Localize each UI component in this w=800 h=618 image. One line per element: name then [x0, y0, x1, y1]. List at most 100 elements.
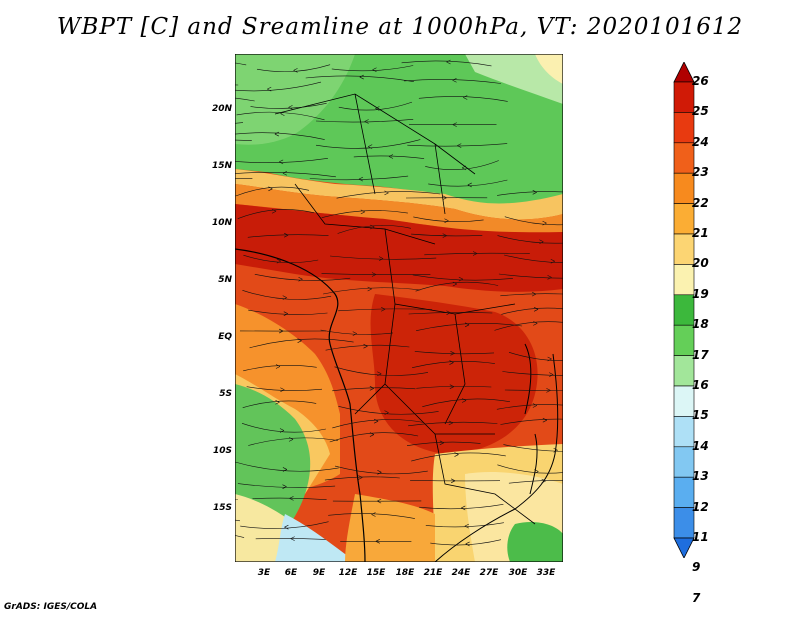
- streamline-arrow: [533, 307, 539, 312]
- lon-label-3e: 3E: [257, 568, 271, 578]
- streamline: [237, 209, 315, 219]
- colorbar-label: 17: [692, 347, 709, 362]
- wbpt-region-orange-south: [345, 494, 435, 562]
- colorbar-bottom-arrow: [673, 537, 695, 558]
- lon-label-24e: 24E: [451, 568, 471, 578]
- streamline-arrow: [288, 437, 294, 442]
- lat-label-5n: 5N: [218, 275, 232, 285]
- streamline-arrow: [289, 496, 294, 501]
- streamline: [242, 400, 317, 408]
- streamline: [338, 406, 439, 415]
- streamline: [502, 371, 563, 376]
- lat-label-10n: 10N: [211, 218, 232, 228]
- streamline-arrow: [369, 386, 374, 391]
- streamline: [416, 323, 523, 331]
- wbpt-region-yellow-sahel: [235, 169, 563, 220]
- streamline: [235, 461, 339, 472]
- colorbar-label: 18: [692, 317, 709, 332]
- streamline: [422, 398, 510, 407]
- streamline-arrow: [370, 224, 375, 230]
- streamline-arrow: [364, 119, 369, 124]
- lon-label-30e: 30E: [508, 568, 528, 578]
- streamline-arrow: [452, 77, 457, 83]
- streamline-arrow: [358, 475, 363, 480]
- colorbar-label: 14: [692, 438, 709, 453]
- lat-label-10s: 10S: [212, 446, 232, 456]
- streamline: [498, 273, 563, 279]
- streamline: [353, 155, 425, 159]
- streamline-arrow: [369, 432, 375, 437]
- streamline: [240, 521, 329, 529]
- streamline-arrow: [284, 524, 289, 530]
- streamline: [249, 338, 354, 349]
- streamline-arrow: [268, 186, 273, 192]
- streamline-arrow: [553, 447, 558, 453]
- coastline-west: [235, 248, 366, 562]
- colorbar-segment: [673, 142, 695, 174]
- streamline-arrow: [454, 452, 459, 457]
- streamline-arrow: [377, 371, 382, 377]
- streamline-arrow: [452, 122, 457, 127]
- streamline-arrow: [368, 144, 373, 149]
- streamline: [497, 235, 563, 244]
- lon-label-27e: 27E: [479, 568, 499, 578]
- wbpt-region-lightblue-southwest: [275, 514, 355, 562]
- colorbar: [673, 62, 695, 558]
- streamline-arrow: [282, 484, 287, 489]
- lat-label-5s: 5S: [219, 389, 232, 399]
- streamline-arrow: [378, 256, 384, 261]
- streamline-arrow: [446, 59, 451, 65]
- streamline: [411, 452, 506, 462]
- streamline-arrow: [449, 360, 454, 365]
- streamline: [248, 437, 338, 446]
- streamline: [235, 139, 252, 141]
- streamline-arrow: [461, 165, 467, 171]
- streamline-arrow: [298, 276, 303, 282]
- wbpt-region-green-southeast: [507, 522, 563, 562]
- chart-title: WBPT [C] and Sreamline at 1000hPa, VT: 2…: [56, 14, 744, 40]
- country-borders: [274, 93, 536, 525]
- streamline-arrow: [371, 512, 376, 517]
- lon-label-33e: 33E: [536, 568, 556, 578]
- streamline: [412, 274, 513, 281]
- streamline-arrow: [449, 384, 454, 389]
- streamline: [419, 504, 504, 510]
- streamline: [407, 143, 508, 147]
- colorbar-label: 20: [692, 256, 709, 271]
- streamline-arrow: [546, 388, 551, 393]
- streamline-arrow: [463, 95, 468, 100]
- wbpt-region-yellow-northeast: [535, 54, 563, 84]
- colorbar-label: 11: [692, 530, 709, 544]
- streamline: [241, 423, 326, 433]
- streamline: [237, 483, 336, 488]
- streamline: [496, 404, 563, 410]
- colorbar-label: 23: [692, 165, 709, 180]
- streamline-arrow: [446, 310, 451, 316]
- streamline-arrow: [275, 400, 280, 405]
- streamline-arrow: [461, 505, 466, 511]
- streamline: [337, 225, 411, 234]
- streamline-arrow: [547, 356, 552, 362]
- streamline: [501, 307, 563, 315]
- colorbar-segment: [673, 507, 695, 539]
- streamline: [246, 386, 323, 391]
- streamline-arrow: [457, 143, 462, 148]
- streamline: [428, 179, 508, 187]
- streamline-arrow: [381, 306, 386, 312]
- streamline: [324, 476, 400, 481]
- streamline: [323, 287, 421, 295]
- colorbar-label: 15: [692, 408, 709, 423]
- colorbar-segment: [673, 112, 695, 144]
- streamlines: [235, 59, 563, 547]
- streamline: [416, 385, 492, 389]
- colorbar-segment: [673, 476, 695, 508]
- lon-label-12e: 12E: [338, 568, 358, 578]
- streamline-arrow: [444, 218, 449, 223]
- streamline: [235, 62, 247, 66]
- streamline-arrow: [280, 111, 285, 116]
- colorbar-segment: [673, 81, 695, 113]
- streamline: [497, 191, 563, 196]
- streamline: [504, 216, 563, 226]
- streamline: [235, 81, 322, 92]
- streamline-arrow: [367, 286, 372, 292]
